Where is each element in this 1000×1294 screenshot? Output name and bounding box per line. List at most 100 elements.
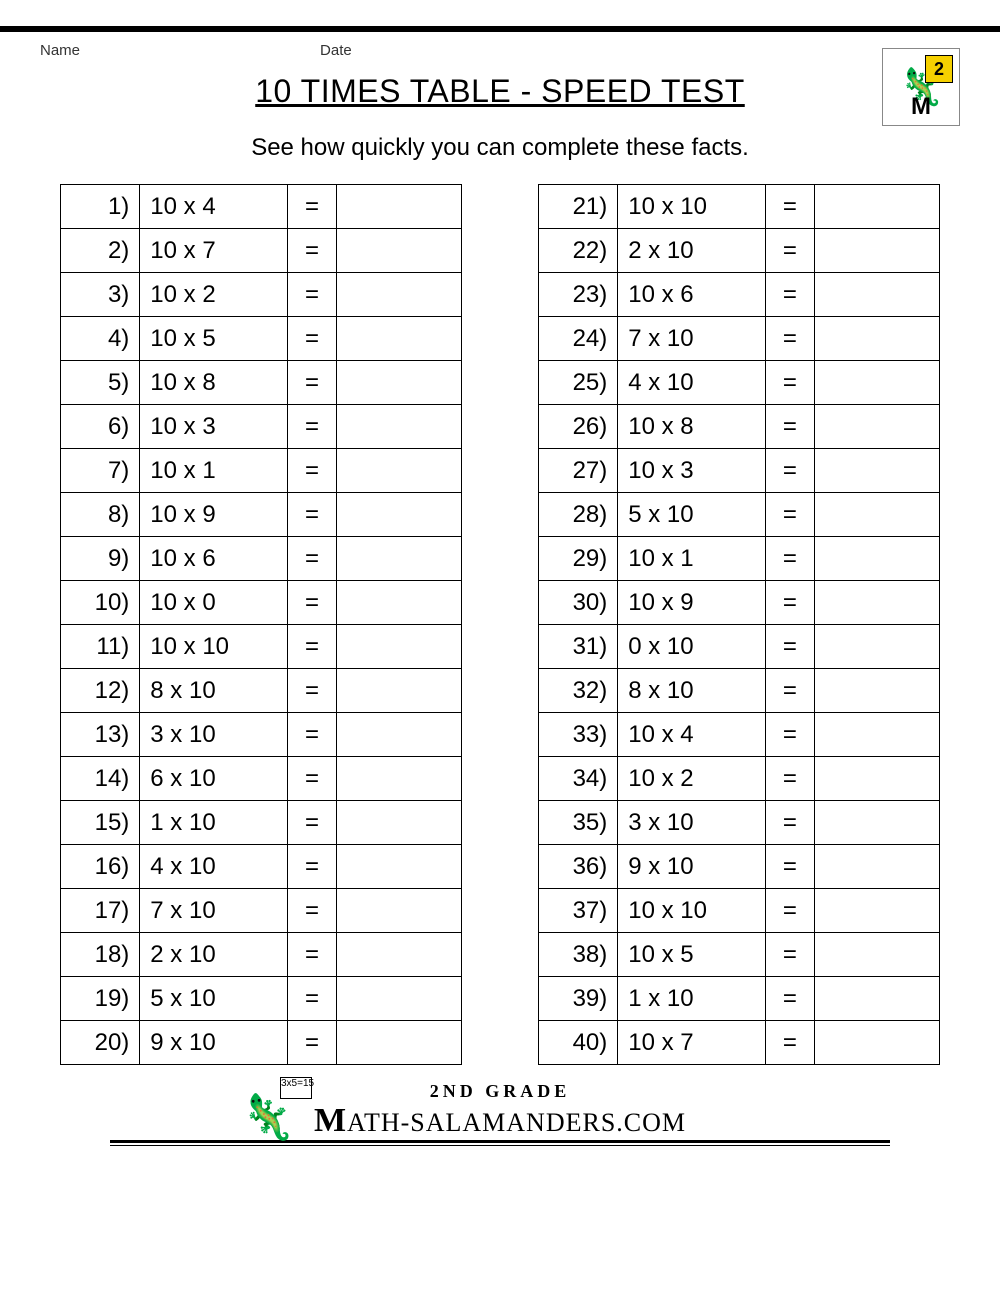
footer-text: 2ND GRADE MATH-SALAMANDERS.COM [304, 1081, 696, 1140]
table-row: 15)1 x 10=35)3 x 10= [61, 801, 940, 845]
problem-text: 10 x 4 [140, 185, 287, 229]
answer-cell[interactable] [815, 977, 940, 1021]
problem-text: 3 x 10 [140, 713, 287, 757]
footer-rule [110, 1140, 890, 1146]
problem-text: 8 x 10 [140, 669, 287, 713]
answer-cell[interactable] [815, 757, 940, 801]
equals-sign: = [287, 317, 337, 361]
answer-cell[interactable] [337, 669, 462, 713]
answer-cell[interactable] [815, 185, 940, 229]
problem-number: 11) [61, 625, 140, 669]
answer-cell[interactable] [337, 185, 462, 229]
problem-text: 5 x 10 [140, 977, 287, 1021]
answer-cell[interactable] [815, 273, 940, 317]
problem-text: 7 x 10 [618, 317, 765, 361]
problem-number: 8) [61, 493, 140, 537]
equals-sign: = [287, 581, 337, 625]
equals-sign: = [287, 625, 337, 669]
problem-number: 25) [538, 361, 617, 405]
equals-sign: = [765, 361, 815, 405]
equals-sign: = [765, 405, 815, 449]
table-row: 5)10 x 8=25)4 x 10= [61, 361, 940, 405]
equals-sign: = [765, 273, 815, 317]
column-gap [461, 889, 538, 933]
answer-cell[interactable] [815, 361, 940, 405]
answer-cell[interactable] [815, 317, 940, 361]
answer-cell[interactable] [815, 713, 940, 757]
equals-sign: = [765, 889, 815, 933]
answer-cell[interactable] [337, 845, 462, 889]
table-row: 9)10 x 6=29)10 x 1= [61, 537, 940, 581]
problem-text: 2 x 10 [618, 229, 765, 273]
problem-number: 27) [538, 449, 617, 493]
equals-sign: = [765, 933, 815, 977]
answer-cell[interactable] [337, 361, 462, 405]
answer-cell[interactable] [337, 977, 462, 1021]
answer-cell[interactable] [815, 405, 940, 449]
problem-text: 10 x 5 [618, 933, 765, 977]
answer-cell[interactable] [815, 449, 940, 493]
footer-site: MATH-SALAMANDERS.COM [314, 1102, 686, 1140]
column-gap [461, 933, 538, 977]
answer-cell[interactable] [337, 317, 462, 361]
answer-cell[interactable] [337, 537, 462, 581]
table-row: 18)2 x 10=38)10 x 5= [61, 933, 940, 977]
equals-sign: = [287, 977, 337, 1021]
answer-cell[interactable] [815, 1021, 940, 1065]
answer-cell[interactable] [815, 933, 940, 977]
problem-text: 10 x 6 [140, 537, 287, 581]
problem-text: 10 x 1 [140, 449, 287, 493]
problem-number: 13) [61, 713, 140, 757]
answer-cell[interactable] [337, 801, 462, 845]
answer-cell[interactable] [337, 625, 462, 669]
problem-number: 36) [538, 845, 617, 889]
answer-cell[interactable] [337, 449, 462, 493]
problem-number: 26) [538, 405, 617, 449]
name-label: Name [40, 42, 80, 59]
grade-badge: 🦎 2 M [882, 48, 960, 126]
flashcard-icon: 3x5=15 [280, 1077, 312, 1099]
equals-sign: = [287, 669, 337, 713]
answer-cell[interactable] [815, 581, 940, 625]
answer-cell[interactable] [815, 845, 940, 889]
answer-cell[interactable] [815, 229, 940, 273]
equals-sign: = [287, 1021, 337, 1065]
problem-number: 35) [538, 801, 617, 845]
answer-cell[interactable] [815, 669, 940, 713]
column-gap [461, 405, 538, 449]
equals-sign: = [765, 757, 815, 801]
answer-cell[interactable] [337, 757, 462, 801]
answer-cell[interactable] [337, 229, 462, 273]
equals-sign: = [287, 713, 337, 757]
problem-text: 10 x 1 [618, 537, 765, 581]
problem-text: 10 x 2 [618, 757, 765, 801]
answer-cell[interactable] [815, 537, 940, 581]
answer-cell[interactable] [337, 493, 462, 537]
equals-sign: = [287, 361, 337, 405]
answer-cell[interactable] [337, 273, 462, 317]
answer-cell[interactable] [337, 933, 462, 977]
answer-cell[interactable] [337, 405, 462, 449]
problem-text: 10 x 0 [140, 581, 287, 625]
problem-number: 23) [538, 273, 617, 317]
table-row: 6)10 x 3=26)10 x 8= [61, 405, 940, 449]
answer-cell[interactable] [337, 713, 462, 757]
answer-cell[interactable] [815, 889, 940, 933]
answer-cell[interactable] [337, 581, 462, 625]
problem-number: 21) [538, 185, 617, 229]
problem-number: 18) [61, 933, 140, 977]
problem-text: 9 x 10 [140, 1021, 287, 1065]
column-gap [461, 625, 538, 669]
answer-cell[interactable] [815, 625, 940, 669]
column-gap [461, 449, 538, 493]
problems-table: 1)10 x 4=21)10 x 10=2)10 x 7=22)2 x 10=3… [60, 184, 940, 1065]
answer-cell[interactable] [337, 1021, 462, 1065]
problem-number: 40) [538, 1021, 617, 1065]
table-row: 7)10 x 1=27)10 x 3= [61, 449, 940, 493]
answer-cell[interactable] [815, 801, 940, 845]
problem-text: 10 x 2 [140, 273, 287, 317]
problem-text: 10 x 10 [618, 185, 765, 229]
answer-cell[interactable] [815, 493, 940, 537]
answer-cell[interactable] [337, 889, 462, 933]
problem-text: 8 x 10 [618, 669, 765, 713]
